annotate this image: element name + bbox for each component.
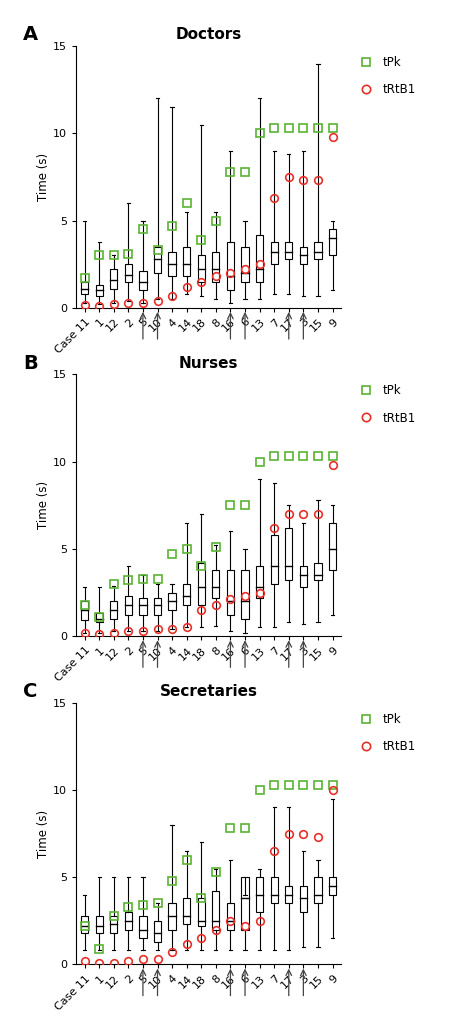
Bar — [271, 241, 278, 265]
Bar — [256, 566, 263, 598]
Bar — [168, 904, 176, 930]
Bar — [110, 601, 118, 619]
Y-axis label: Time (s): Time (s) — [37, 810, 50, 858]
Title: Nurses: Nurses — [179, 356, 238, 370]
Y-axis label: Time (s): Time (s) — [37, 481, 50, 529]
Bar — [125, 265, 132, 282]
Bar — [227, 569, 234, 616]
Bar — [96, 285, 103, 295]
Legend: tPk, tRtB1: tPk, tRtB1 — [349, 51, 420, 101]
Bar — [256, 235, 263, 282]
Bar — [198, 255, 205, 282]
Bar — [285, 241, 292, 259]
Bar — [227, 904, 234, 930]
Bar — [271, 877, 278, 904]
Bar — [168, 252, 176, 276]
Bar — [329, 230, 336, 255]
Bar — [300, 566, 307, 587]
Bar — [183, 584, 191, 604]
Bar — [198, 898, 205, 926]
Text: A: A — [23, 26, 38, 44]
Y-axis label: Time (s): Time (s) — [37, 153, 50, 201]
Legend: tPk, tRtB1: tPk, tRtB1 — [349, 708, 420, 757]
Bar — [314, 563, 321, 581]
Title: Doctors: Doctors — [175, 28, 242, 42]
Bar — [300, 885, 307, 912]
Bar — [314, 241, 321, 259]
Bar — [241, 569, 249, 619]
Bar — [110, 915, 118, 933]
Bar — [241, 877, 249, 930]
Bar — [154, 598, 161, 616]
Bar — [139, 915, 146, 938]
Bar — [285, 885, 292, 904]
Bar — [168, 593, 176, 609]
Legend: tPk, tRtB1: tPk, tRtB1 — [349, 380, 420, 429]
Text: C: C — [23, 682, 37, 701]
Bar — [227, 241, 234, 290]
Text: B: B — [23, 354, 37, 372]
Title: Secretaries: Secretaries — [160, 684, 257, 699]
Bar — [285, 528, 292, 581]
Bar — [198, 563, 205, 604]
Bar — [271, 535, 278, 584]
Bar — [212, 892, 219, 930]
Bar — [183, 898, 191, 924]
Bar — [139, 598, 146, 616]
Bar — [154, 247, 161, 273]
Bar — [300, 247, 307, 265]
Bar — [81, 282, 88, 293]
Bar — [212, 252, 219, 282]
Bar — [81, 601, 88, 621]
Bar — [314, 877, 321, 904]
Bar — [241, 247, 249, 282]
Bar — [125, 912, 132, 930]
Bar — [96, 614, 103, 622]
Bar — [125, 596, 132, 616]
Bar — [212, 569, 219, 598]
Bar — [96, 915, 103, 933]
Bar — [256, 877, 263, 912]
Bar — [183, 247, 191, 276]
Bar — [81, 915, 88, 933]
Bar — [329, 877, 336, 895]
Bar — [139, 271, 146, 290]
Bar — [154, 921, 161, 942]
Bar — [110, 270, 118, 288]
Bar — [329, 523, 336, 569]
